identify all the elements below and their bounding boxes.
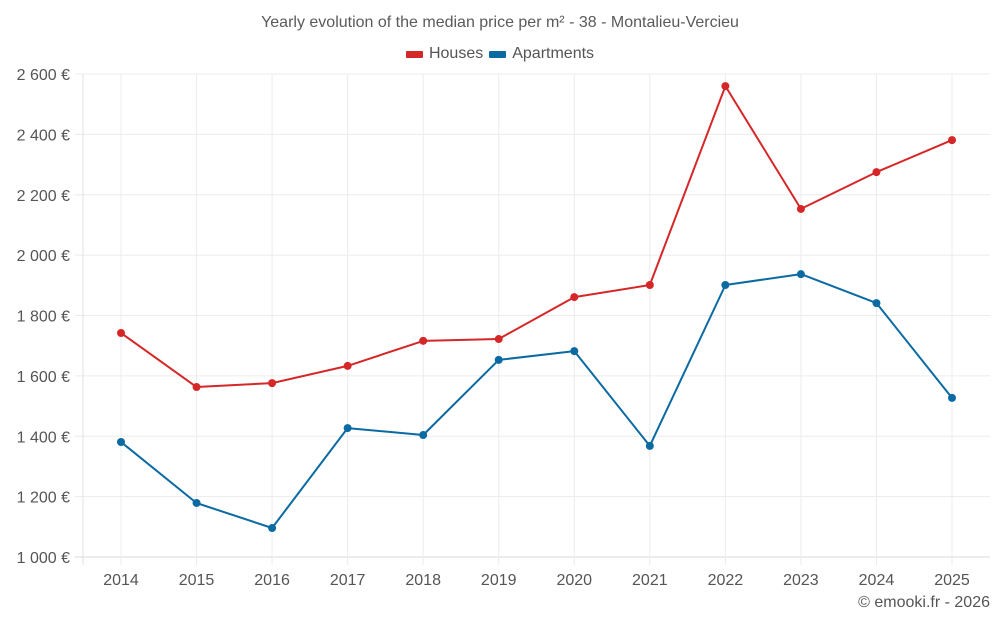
- series-line-houses: [120, 85, 953, 388]
- y-tick-label: 1 000 €: [17, 550, 70, 567]
- x-axis: 2014 2015 2016 2017 2018 2019 2020 2021 2022 2023…: [103, 572, 970, 589]
- legend-item-houses[interactable]: Houses: [405, 45, 484, 63]
- y-tick-label: 2 200 €: [17, 188, 70, 205]
- data-point-apartments-2014[interactable]: [117, 437, 125, 446]
- data-point-houses-2023[interactable]: [796, 204, 805, 213]
- x-tick-label: 2015: [179, 572, 215, 589]
- x-tick-label: 2016: [254, 572, 290, 589]
- data-point-houses-2016[interactable]: [268, 379, 277, 388]
- x-tick-label: 2020: [556, 572, 592, 589]
- grid: [75, 73, 990, 565]
- x-tick-label: 2023: [783, 572, 819, 589]
- y-axis: 1 000 € 1 200 € 1 400 € 1 600 € 1 800 € 2 000…: [17, 67, 70, 567]
- x-tick-label: 2021: [632, 572, 668, 589]
- x-tick-label: 2018: [405, 572, 441, 589]
- data-point-houses-2017[interactable]: [343, 361, 352, 370]
- data-point-houses-2025[interactable]: [948, 136, 956, 145]
- y-tick-label: 1 400 €: [17, 429, 70, 446]
- x-tick-label: 2014: [103, 572, 139, 589]
- data-point-houses-2018[interactable]: [419, 336, 428, 345]
- data-point-apartments-2021[interactable]: [645, 441, 654, 450]
- data-point-houses-2015[interactable]: [192, 383, 201, 392]
- data-point-apartments-2020[interactable]: [570, 347, 579, 356]
- chart-title: Yearly evolution of the median price per…: [261, 14, 739, 31]
- legend-label-houses: Houses: [428, 45, 484, 62]
- data-point-apartments-2015[interactable]: [192, 498, 201, 507]
- y-tick-label: 2 000 €: [17, 248, 70, 265]
- y-tick-label: 2 600 €: [17, 67, 70, 84]
- x-tick-label: 2025: [934, 572, 970, 589]
- legend-swatch-apartments: [489, 50, 507, 58]
- y-tick-label: 1 200 €: [17, 490, 70, 507]
- x-tick-label: 2024: [859, 572, 895, 589]
- data-point-houses-2024[interactable]: [872, 168, 881, 177]
- data-point-apartments-2024[interactable]: [872, 299, 881, 308]
- y-tick-label: 1 800 €: [17, 309, 70, 326]
- data-point-apartments-2017[interactable]: [343, 424, 352, 433]
- x-tick-label: 2017: [330, 572, 366, 589]
- credit-text: © emooki.fr - 2026: [858, 594, 990, 611]
- legend-item-apartments[interactable]: Apartments: [489, 45, 594, 63]
- y-tick-label: 2 400 €: [17, 127, 70, 144]
- legend-swatch-houses: [405, 50, 423, 58]
- series-lines: [120, 85, 953, 529]
- y-tick-label: 1 600 €: [17, 369, 70, 386]
- x-tick-label: 2019: [481, 572, 517, 589]
- data-point-apartments-2022[interactable]: [721, 281, 730, 290]
- data-point-apartments-2016[interactable]: [268, 524, 277, 533]
- data-point-houses-2021[interactable]: [645, 281, 654, 290]
- data-point-houses-2022[interactable]: [721, 82, 730, 91]
- series-points: [117, 82, 956, 533]
- legend: Houses Apartments: [0, 45, 1000, 63]
- data-point-apartments-2019[interactable]: [494, 355, 503, 364]
- data-point-houses-2014[interactable]: [117, 329, 125, 338]
- data-point-houses-2020[interactable]: [570, 293, 579, 302]
- x-tick-label: 2022: [708, 572, 744, 589]
- legend-label-apartments: Apartments: [512, 45, 595, 62]
- data-point-apartments-2025[interactable]: [948, 393, 956, 402]
- series-line-apartments: [120, 273, 953, 529]
- data-point-houses-2019[interactable]: [494, 335, 503, 344]
- data-point-apartments-2023[interactable]: [796, 270, 805, 279]
- data-point-apartments-2018[interactable]: [419, 431, 428, 440]
